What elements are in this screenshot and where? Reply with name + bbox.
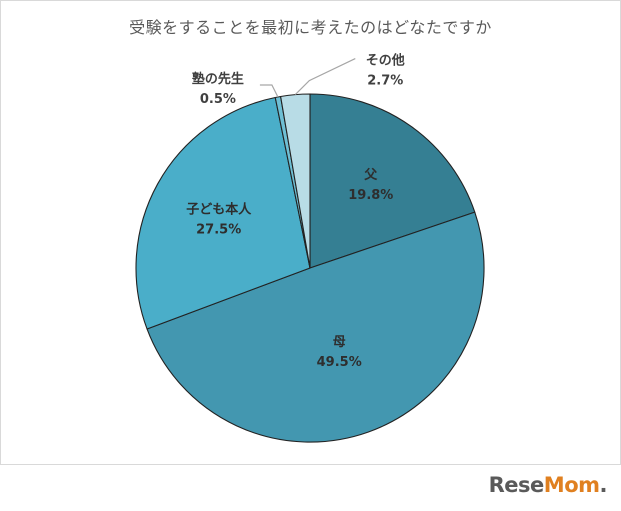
resemom-logo: ReseMom. [488, 473, 608, 497]
slice-label-1: 母 [333, 335, 346, 350]
slice-value-1: 49.5% [317, 355, 362, 370]
pie-slice-0 [309, 93, 476, 269]
slice-label-2: 子ども本人 [186, 201, 252, 217]
pie-slice-1 [146, 211, 485, 443]
pie-slice-2 [135, 96, 311, 330]
slice-value-3: 0.5% [200, 92, 236, 107]
slice-value-0: 19.8% [348, 188, 393, 203]
slice-value-4: 2.7% [367, 74, 403, 89]
leader-line-4 [294, 58, 356, 96]
pie-slice-4 [280, 93, 311, 269]
slice-label-4: その他 [366, 53, 405, 69]
slice-label-3: 塾の先生 [192, 71, 244, 87]
slice-value-2: 27.5% [196, 222, 241, 237]
chart-title: 受験をすることを最初に考えたのはどなたですか [129, 18, 492, 37]
slice-label-0: 父 [363, 168, 378, 183]
leader-line-3 [259, 84, 279, 98]
